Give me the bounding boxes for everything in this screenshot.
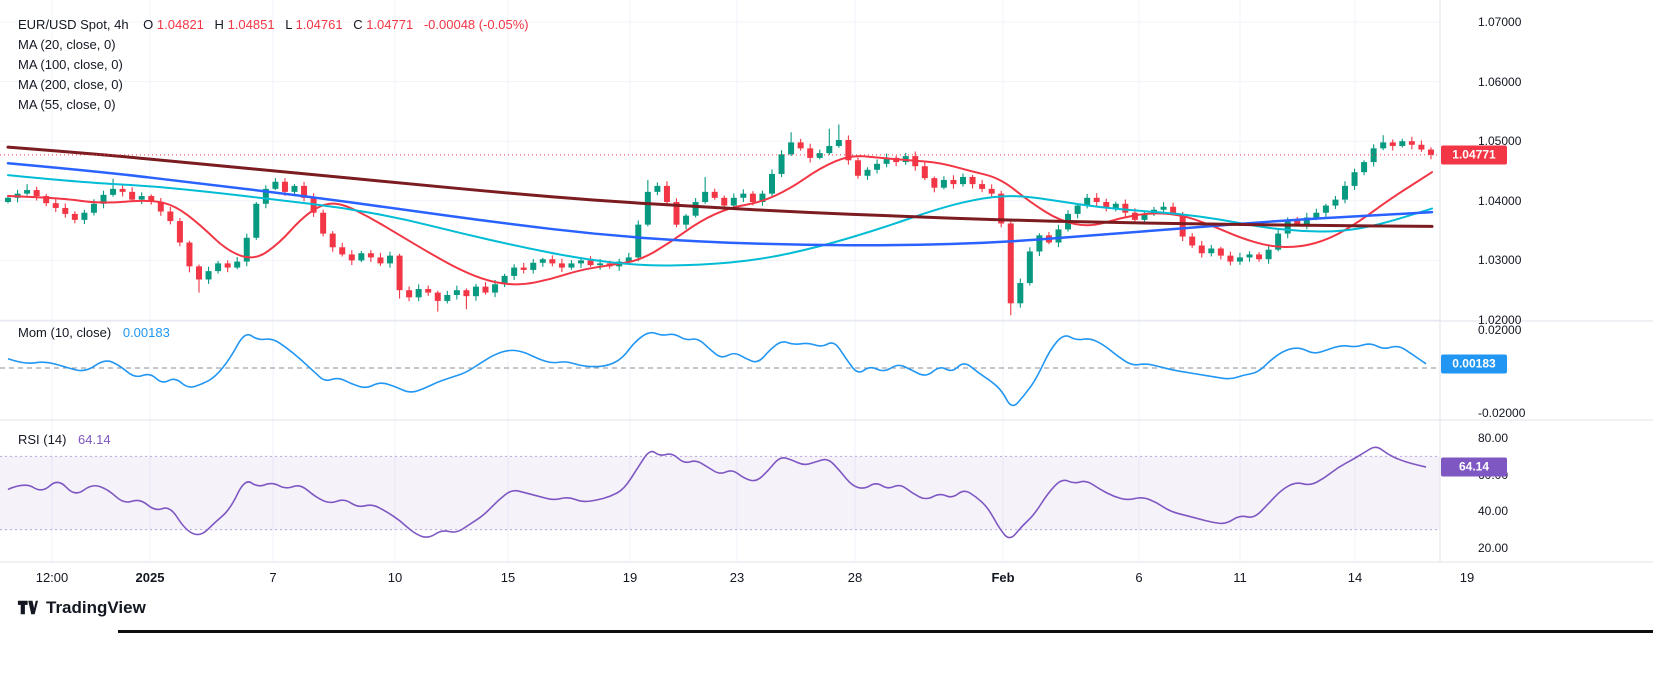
open-value: 1.04821 [156, 17, 204, 32]
time-axis-label[interactable]: 14 [1347, 570, 1363, 585]
symbol-title: EUR/USD Spot, 4h [18, 17, 129, 32]
main-legend[interactable]: EUR/USD Spot, 4h O 1.04821 H 1.04851 L 1… [18, 15, 529, 115]
momentum-axis-label: 0.02000 [1478, 323, 1522, 337]
change-value: -0.00048 (-0.05%) [423, 17, 529, 32]
ma-55-legend[interactable]: MA (55, close, 0) [18, 97, 116, 112]
time-axis-label[interactable]: 2025 [135, 570, 165, 585]
price-axis-label: 1.03000 [1478, 253, 1522, 268]
time-axis-label[interactable]: 23 [729, 570, 745, 585]
rsi-badge: 64.14 [1441, 457, 1507, 477]
close-label: C [353, 17, 363, 32]
close-value: 1.04771 [366, 17, 414, 32]
rsi-label: RSI (14) [18, 432, 67, 447]
rsi-axis-label: 40.00 [1478, 504, 1509, 519]
time-axis-label[interactable]: 7 [269, 570, 277, 585]
time-axis-label[interactable]: 28 [847, 570, 863, 585]
bottom-bar [118, 630, 1653, 633]
symbol-ohlc-row[interactable]: EUR/USD Spot, 4h O 1.04821 H 1.04851 L 1… [18, 15, 529, 35]
price-axis-label: 1.05000 [1478, 134, 1522, 149]
rsi-axis-label: 80.00 [1478, 431, 1509, 445]
momentum-value: 0.00183 [122, 325, 170, 340]
time-axis-label[interactable]: 10 [387, 570, 403, 585]
time-axis-label[interactable]: 19 [622, 570, 638, 585]
time-axis-label[interactable]: 15 [500, 570, 516, 585]
time-axis-label[interactable]: 19 [1459, 570, 1475, 585]
rsi-axis-label: 20.00 [1478, 541, 1509, 555]
tradingview-wordmark: TradingView [46, 597, 146, 617]
low-label: L [285, 17, 292, 32]
tradingview-logo[interactable]: TradingView [16, 596, 146, 619]
price-axis-label: 1.04000 [1478, 193, 1522, 208]
rsi-legend[interactable]: RSI (14) 64.14 [18, 432, 111, 447]
ma-20-legend[interactable]: MA (20, close, 0) [18, 37, 116, 52]
price-axis-label: 1.06000 [1478, 74, 1522, 89]
momentum-legend[interactable]: Mom (10, close) 0.00183 [18, 325, 170, 340]
momentum-axis-label: -0.02000 [1478, 406, 1526, 420]
high-value: 1.04851 [227, 17, 275, 32]
time-axis-label[interactable]: 12:00 [35, 570, 69, 585]
momentum-label: Mom (10, close) [18, 325, 112, 340]
high-label: H [214, 17, 224, 32]
ma-100-legend[interactable]: MA (100, close, 0) [18, 57, 123, 72]
time-axis-label[interactable]: 11 [1233, 570, 1247, 585]
price-axis-label: 1.07000 [1478, 15, 1522, 29]
time-axis-label[interactable]: 6 [1135, 570, 1143, 585]
price-axis-label: 1.02000 [1478, 313, 1522, 327]
low-value: 1.04761 [295, 17, 343, 32]
price-badge: 1.04771 [1441, 145, 1507, 165]
tradingview-mark-icon [17, 600, 39, 615]
ma-200-legend[interactable]: MA (200, close, 0) [18, 77, 123, 92]
time-axis-label[interactable]: Feb [991, 570, 1015, 585]
momentum-badge: 0.00183 [1441, 354, 1507, 374]
rsi-value: 64.14 [78, 432, 111, 447]
open-label: O [143, 17, 154, 32]
